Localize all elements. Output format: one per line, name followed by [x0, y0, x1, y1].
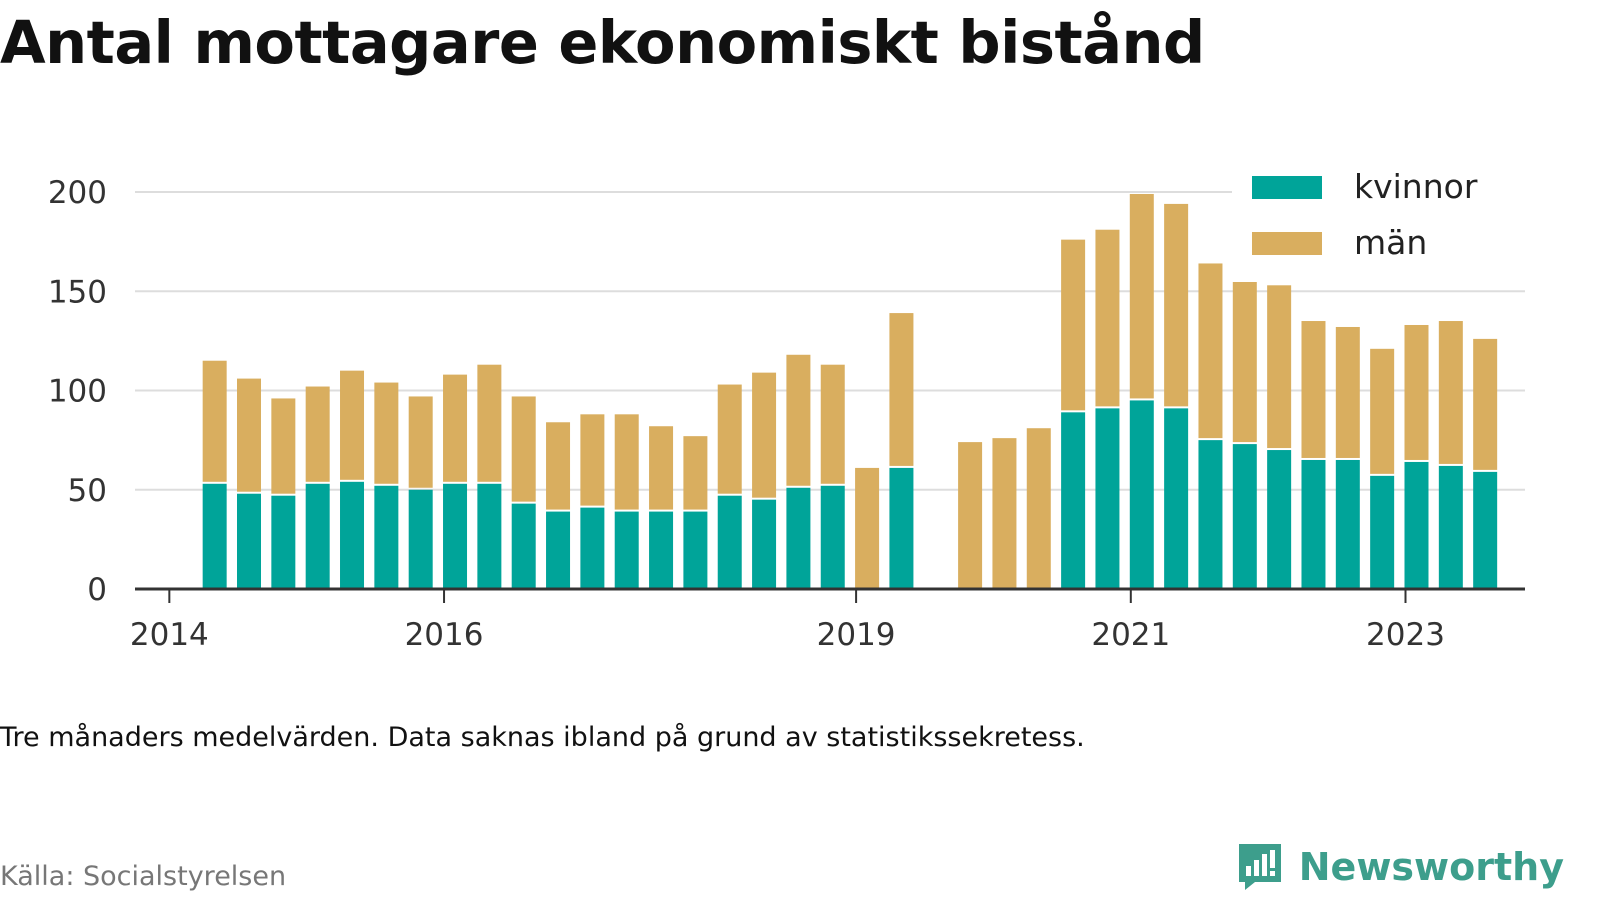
- bar-kvinnor-36: [1438, 465, 1463, 589]
- bar-kvinnor-37: [1473, 471, 1498, 589]
- bar-man-7: [443, 374, 468, 482]
- bar-man-22: [958, 442, 983, 589]
- bar-kvinnor-27: [1129, 400, 1154, 589]
- bar-man-4: [340, 370, 365, 480]
- bar-kvinnor-16: [752, 499, 777, 589]
- bars: [202, 193, 1498, 589]
- x-tick-label-2014: 2014: [130, 617, 209, 653]
- bar-man-31: [1267, 285, 1292, 449]
- bar-man-25: [1061, 239, 1086, 411]
- bar-man-36: [1438, 321, 1463, 464]
- bar-kvinnor-11: [580, 507, 605, 589]
- bar-kvinnor-28: [1164, 408, 1189, 589]
- bar-man-18: [820, 364, 845, 484]
- bar-man-37: [1473, 338, 1498, 470]
- bar-kvinnor-25: [1061, 412, 1086, 589]
- bar-man-3: [305, 386, 330, 482]
- y-tick-label-0: 0: [87, 572, 107, 608]
- bar-kvinnor-4: [340, 481, 365, 589]
- chart-note: Tre månaders medelvärden. Data saknas ib…: [0, 722, 1085, 753]
- legend-swatch-0: [1252, 176, 1322, 199]
- bar-man-20: [889, 313, 914, 466]
- bar-man-24: [1026, 428, 1051, 589]
- bar-man-0: [202, 360, 227, 482]
- y-tick-label-100: 100: [48, 374, 107, 410]
- bar-man-35: [1404, 324, 1429, 460]
- brand[interactable]: Newsworthy: [1235, 842, 1564, 892]
- bar-man-16: [752, 372, 777, 498]
- bar-kvinnor-35: [1404, 461, 1429, 589]
- x-axis: 2014 2016 2019 2021 2023: [130, 587, 1525, 653]
- chart-title: Antal mottagare ekonomiskt bistånd: [0, 8, 1205, 77]
- bar-kvinnor-2: [271, 495, 296, 589]
- bar-man-30: [1232, 269, 1257, 443]
- bar-kvinnor-9: [511, 503, 536, 589]
- bar-kvinnor-18: [820, 485, 845, 589]
- bar-man-1: [237, 378, 262, 492]
- bar-kvinnor-30: [1232, 444, 1257, 589]
- x-tick-label-2016: 2016: [405, 617, 484, 653]
- legend: kvinnor män: [1232, 166, 1600, 282]
- x-tick-label-2019: 2019: [817, 617, 896, 653]
- bar-kvinnor-34: [1370, 475, 1395, 589]
- bar-kvinnor-33: [1335, 459, 1360, 589]
- bar-kvinnor-31: [1267, 450, 1292, 589]
- bar-kvinnor-8: [477, 483, 502, 589]
- bar-man-19: [855, 467, 880, 589]
- source-text: Källa: Socialstyrelsen: [0, 861, 287, 892]
- brand-name: Newsworthy: [1298, 845, 1564, 889]
- bar-kvinnor-1: [237, 493, 262, 589]
- y-tick-label-150: 150: [48, 274, 107, 310]
- bar-kvinnor-5: [374, 485, 399, 589]
- bar-man-27: [1129, 193, 1154, 399]
- bar-kvinnor-13: [649, 511, 674, 589]
- bar-kvinnor-7: [443, 483, 468, 589]
- bar-kvinnor-32: [1301, 459, 1326, 589]
- y-tick-label-50: 50: [68, 473, 107, 509]
- bar-man-23: [992, 438, 1017, 589]
- bar-man-8: [477, 364, 502, 482]
- bar-man-26: [1095, 229, 1120, 407]
- x-tick-label-2023: 2023: [1366, 617, 1445, 653]
- bar-man-29: [1198, 263, 1223, 439]
- bar-man-15: [717, 384, 742, 494]
- x-tick-label-2021: 2021: [1091, 617, 1170, 653]
- newsworthy-logo-icon: [1238, 844, 1281, 890]
- bar-kvinnor-26: [1095, 408, 1120, 589]
- bar-man-6: [408, 396, 433, 488]
- bar-kvinnor-15: [717, 495, 742, 589]
- bar-man-9: [511, 396, 536, 502]
- bar-man-32: [1301, 321, 1326, 458]
- bar-kvinnor-20: [889, 467, 914, 589]
- bar-kvinnor-0: [202, 483, 227, 589]
- bar-man-28: [1164, 203, 1189, 407]
- legend-label-1: män: [1354, 223, 1427, 262]
- bar-kvinnor-3: [305, 483, 330, 589]
- stacked-bar-chart: 0 50 100 150 200 2014 2016 2019 2021 2023 kvinno…: [47, 166, 1600, 653]
- bar-man-17: [786, 354, 811, 486]
- bar-man-2: [271, 398, 296, 494]
- bar-man-13: [649, 426, 674, 510]
- legend-label-0: kvinnor: [1354, 167, 1478, 206]
- bar-man-34: [1370, 348, 1395, 474]
- bar-kvinnor-6: [408, 489, 433, 589]
- bar-kvinnor-29: [1198, 440, 1223, 589]
- bar-kvinnor-10: [546, 511, 571, 589]
- bar-kvinnor-14: [683, 511, 708, 589]
- bar-man-33: [1335, 326, 1360, 458]
- bar-kvinnor-17: [786, 487, 811, 589]
- bar-kvinnor-12: [614, 511, 639, 589]
- bar-man-14: [683, 436, 708, 510]
- bar-man-11: [580, 414, 605, 506]
- bar-man-12: [614, 414, 639, 510]
- y-tick-label-200: 200: [48, 175, 107, 211]
- bar-man-5: [374, 382, 399, 484]
- legend-swatch-1: [1252, 232, 1322, 255]
- bar-man-10: [546, 422, 571, 510]
- y-axis-labels: 0 50 100 150 200: [48, 175, 107, 608]
